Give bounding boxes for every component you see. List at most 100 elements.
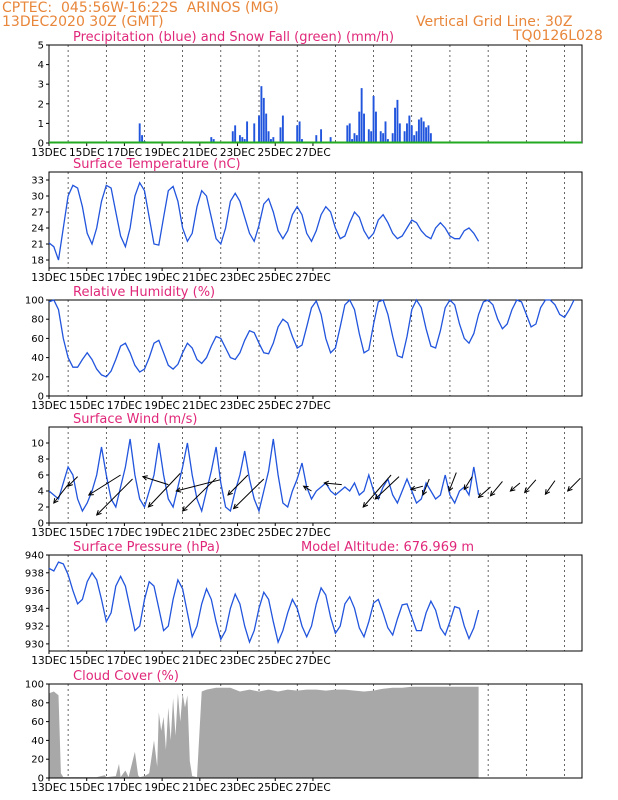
y-tick-label: 10	[31, 439, 44, 450]
x-tick-label: 23DEC	[220, 655, 255, 667]
wind-arrow-head	[362, 501, 369, 508]
x-tick-label: 15DEC	[69, 782, 104, 794]
precip-bar	[243, 139, 246, 143]
x-tick-label: 19DEC	[144, 655, 179, 667]
y-tick-label: 0	[38, 139, 44, 150]
precip-bar	[386, 139, 389, 143]
panel-rh: Relative Humidity (%) 0 20 40 60 80 100 13DEC 15…	[25, 285, 583, 412]
precip-bar	[231, 131, 234, 143]
plot-frame	[48, 299, 583, 397]
precip-bar	[408, 115, 411, 143]
panel-annotation: Model Altitude: 676.969 m	[301, 540, 474, 555]
wind-arrow-head	[463, 484, 469, 491]
wind-arrow-head	[141, 475, 148, 481]
x-tick-label: 27DEC	[295, 782, 330, 794]
wind-arrow-head	[409, 485, 416, 491]
x-tick-label: 21DEC	[182, 400, 217, 412]
precip-bar	[353, 133, 356, 143]
wind-arrow-head	[302, 485, 309, 491]
panel-title: Cloud Cover (%)	[73, 669, 179, 684]
plot-frame	[48, 554, 583, 652]
header-date: 13DEC2020 30Z (GMT)	[2, 14, 164, 30]
x-tick-label: 23DEC	[220, 272, 255, 284]
wind-arrow-head	[523, 487, 530, 494]
wind-arrow	[142, 476, 169, 486]
precip-bar	[348, 123, 351, 143]
y-tick-label: 80	[31, 315, 44, 326]
y-tick-label: 33	[31, 176, 44, 187]
y-tick-label: 0	[38, 392, 44, 403]
y-tick-label: 80	[31, 698, 44, 709]
panel-cloud: Cloud Cover (%) 0 20 40 60 80 100 13DEC 15DEC 17D…	[25, 669, 583, 794]
y-tick-label: 934	[25, 604, 44, 615]
wind-arrow-head	[489, 490, 496, 497]
x-tick-label: 27DEC	[295, 400, 330, 412]
precip-bar	[398, 123, 401, 143]
y-tick-label: 40	[31, 353, 44, 364]
x-tick-label: 19DEC	[144, 782, 179, 794]
x-tick-label: 15DEC	[69, 527, 104, 539]
precip-bar	[262, 97, 265, 143]
wind-arrow-head	[477, 492, 484, 499]
wind-arrow	[148, 473, 181, 508]
y-tick-label: 3	[38, 80, 44, 91]
wind-arrow-head	[421, 489, 428, 497]
x-tick-label: 15DEC	[69, 400, 104, 412]
x-tick-label: 27DEC	[295, 147, 330, 159]
wind-arrow	[324, 482, 342, 486]
wind-arrow-head	[147, 502, 154, 508]
y-tick-label: 1	[38, 119, 44, 130]
precip-bar	[260, 86, 263, 143]
precip-bar	[406, 123, 408, 143]
x-tick-label: 13DEC	[31, 147, 66, 159]
panel-title: Surface Wind (m/s)	[73, 412, 197, 427]
x-tick-label: 15DEC	[69, 655, 104, 667]
plot-frame	[48, 171, 583, 269]
x-tick-label: 17DEC	[107, 655, 142, 667]
precip-bar	[382, 133, 385, 143]
x-tick-label: 23DEC	[220, 782, 255, 794]
wind-arrow	[490, 481, 503, 497]
x-tick-label: 19DEC	[144, 147, 179, 159]
precip-bar	[258, 115, 260, 143]
precip-bar	[269, 139, 272, 143]
wind-arrow	[374, 476, 400, 500]
x-tick-label: 25DEC	[258, 272, 293, 284]
y-tick-label: 24	[31, 224, 44, 235]
wind-arrow	[448, 472, 457, 492]
y-tick-label: 100	[25, 680, 44, 691]
x-tick-label: 25DEC	[258, 655, 293, 667]
x-tick-label: 25DEC	[258, 400, 293, 412]
precip-bar	[396, 99, 399, 143]
wind-arrow	[524, 479, 537, 493]
precip-bar	[363, 113, 365, 143]
wind-arrow	[96, 478, 133, 516]
y-tick-label: 2	[38, 503, 44, 514]
precip-bar	[298, 121, 301, 143]
wind-arrow-head	[181, 506, 188, 512]
temp-series-line	[48, 181, 480, 261]
x-tick-label: 17DEC	[107, 782, 142, 794]
wind-arrow-head	[67, 481, 73, 487]
x-tick-label: 15DEC	[69, 147, 104, 159]
x-tick-label: 17DEC	[107, 527, 142, 539]
x-tick-label: 13DEC	[31, 527, 66, 539]
panel-temp: Surface Temperature (nC) 18 21 24 27 30 33 13DE…	[31, 157, 583, 284]
precip-bar	[210, 137, 213, 143]
wind-arrow	[67, 476, 78, 487]
plot-frame	[48, 426, 583, 524]
x-tick-label: 21DEC	[182, 527, 217, 539]
precip-bar	[417, 119, 420, 143]
wind-arrow	[233, 478, 265, 509]
wind-arrow	[544, 480, 556, 495]
wind-arrow-head	[95, 510, 102, 516]
wind-arrow	[410, 485, 424, 490]
wind-arrow	[53, 484, 69, 504]
precip-bar	[429, 133, 432, 143]
precip-bar	[422, 121, 425, 143]
wind-arrow-head	[53, 498, 59, 504]
y-tick-label: 40	[31, 736, 44, 747]
precip-bar	[384, 121, 387, 143]
precip-bar	[351, 139, 354, 143]
precip-bar	[301, 139, 303, 143]
